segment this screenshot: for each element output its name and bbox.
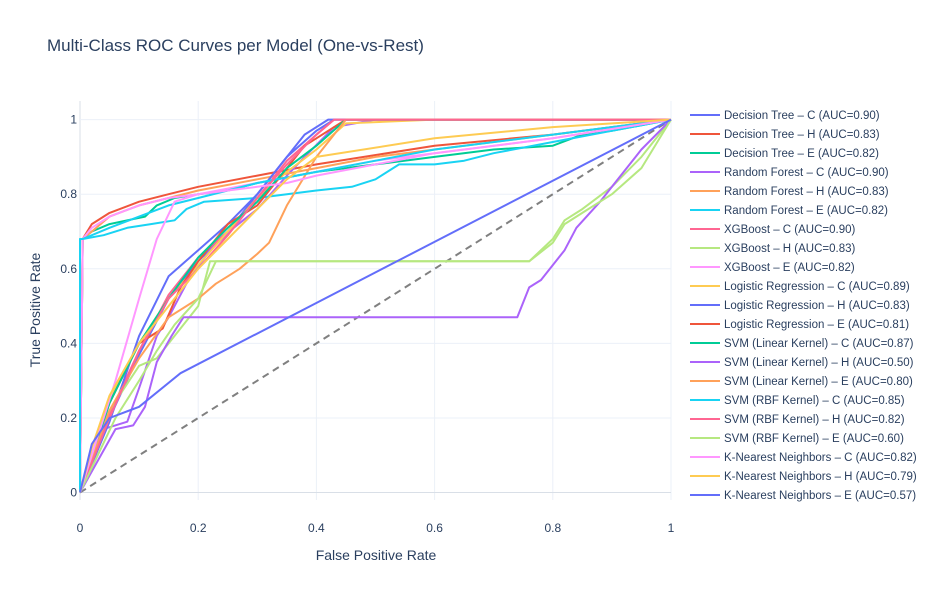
legend-item[interactable]: XGBoost – C (AUC=0.90) [690,224,856,236]
legend-label: K-Nearest Neighbors – E (AUC=0.57) [724,490,916,502]
legend-item[interactable]: Logistic Regression – E (AUC=0.81) [690,319,909,331]
y-tick-label: 0.2 [60,411,77,425]
diagonal-layer [79,118,672,494]
legend-item[interactable]: Decision Tree – H (AUC=0.83) [690,129,880,141]
legend-item[interactable]: XGBoost – H (AUC=0.83) [690,243,856,255]
legend-item[interactable]: SVM (RBF Kernel) – H (AUC=0.82) [690,414,905,426]
legend-label: K-Nearest Neighbors – C (AUC=0.82) [724,452,917,464]
series-line-16 [79,118,671,493]
legend-label: SVM (Linear Kernel) – E (AUC=0.80) [724,376,913,388]
legend-item[interactable]: Logistic Regression – H (AUC=0.83) [690,300,910,312]
legend-item[interactable]: K-Nearest Neighbors – E (AUC=0.57) [690,490,916,502]
legend-label: Logistic Regression – C (AUC=0.89) [724,281,910,293]
legend-label: XGBoost – E (AUC=0.82) [724,262,855,274]
x-tick-label: 0.6 [426,521,443,535]
legend-item[interactable]: SVM (RBF Kernel) – E (AUC=0.60) [690,433,904,445]
x-tick-label: 0.4 [308,521,325,535]
x-axis-ticks: 0 0.2 0.4 0.6 0.8 1 [77,521,675,535]
legend-label: SVM (Linear Kernel) – H (AUC=0.50) [724,357,914,369]
x-tick-label: 0.8 [544,521,561,535]
legend-label: XGBoost – C (AUC=0.90) [724,224,856,236]
y-axis-ticks: 0 0.2 0.4 0.6 0.8 1 [60,113,77,500]
legend-label: XGBoost – H (AUC=0.83) [724,243,856,255]
legend-item[interactable]: Decision Tree – E (AUC=0.82) [690,148,879,160]
legend-label: SVM (Linear Kernel) – C (AUC=0.87) [724,338,914,350]
y-tick-label: 0 [70,486,77,500]
x-axis-label: False Positive Rate [316,547,437,563]
legend-item[interactable]: SVM (Linear Kernel) – C (AUC=0.87) [690,338,914,350]
series-line-1 [79,118,672,493]
legend-label: Random Forest – C (AUC=0.90) [724,167,889,179]
legend-label: Random Forest – H (AUC=0.83) [724,186,889,198]
x-tick-label: 1 [668,521,675,535]
legend-label: Decision Tree – C (AUC=0.90) [724,110,880,122]
y-tick-label: 0.8 [60,187,77,201]
y-axis-label: True Positive Rate [27,252,43,367]
legend-item[interactable]: SVM (RBF Kernel) – C (AUC=0.85) [690,395,905,407]
chart-title: Multi-Class ROC Curves per Model (One-vs… [47,36,424,55]
y-tick-label: 0.6 [60,262,77,276]
y-tick-label: 1 [70,113,77,127]
series-line-19 [79,118,672,493]
legend-label: Random Forest – E (AUC=0.82) [724,205,888,217]
legend-label: Logistic Regression – E (AUC=0.81) [724,319,909,331]
legend-item[interactable]: Logistic Regression – C (AUC=0.89) [690,281,910,293]
series-line-15 [79,118,672,493]
x-tick-label: 0.2 [190,521,207,535]
legend-label: Logistic Regression – H (AUC=0.83) [724,300,910,312]
legend-item[interactable]: SVM (Linear Kernel) – H (AUC=0.50) [690,357,914,369]
legend-label: SVM (RBF Kernel) – E (AUC=0.60) [724,433,904,445]
series-line-20 [79,118,672,493]
legend-label: K-Nearest Neighbors – H (AUC=0.79) [724,471,917,483]
legend-label: SVM (RBF Kernel) – C (AUC=0.85) [724,395,905,407]
series-line-18 [79,118,672,493]
legend-item[interactable]: XGBoost – E (AUC=0.82) [690,262,855,274]
legend-label: SVM (RBF Kernel) – H (AUC=0.82) [724,414,905,426]
x-tick-label: 0 [77,521,84,535]
legend-item[interactable]: Random Forest – E (AUC=0.82) [690,205,888,217]
series-line-17 [79,119,672,493]
series-layer [79,118,672,493]
y-tick-label: 0.4 [60,336,77,350]
legend-label: Decision Tree – H (AUC=0.83) [724,129,880,141]
legend: Decision Tree – C (AUC=0.90) Decision Tre… [690,110,917,502]
legend-item[interactable]: SVM (Linear Kernel) – E (AUC=0.80) [690,376,913,388]
legend-item[interactable]: Decision Tree – C (AUC=0.90) [690,110,880,122]
legend-label: Decision Tree – E (AUC=0.82) [724,148,879,160]
diagonal-reference-line [79,118,672,494]
legend-item[interactable]: K-Nearest Neighbors – H (AUC=0.79) [690,471,917,483]
legend-item[interactable]: Random Forest – C (AUC=0.90) [690,167,889,179]
legend-item[interactable]: Random Forest – H (AUC=0.83) [690,186,889,198]
legend-item[interactable]: K-Nearest Neighbors – C (AUC=0.82) [690,452,917,464]
series-line-5 [79,118,672,493]
